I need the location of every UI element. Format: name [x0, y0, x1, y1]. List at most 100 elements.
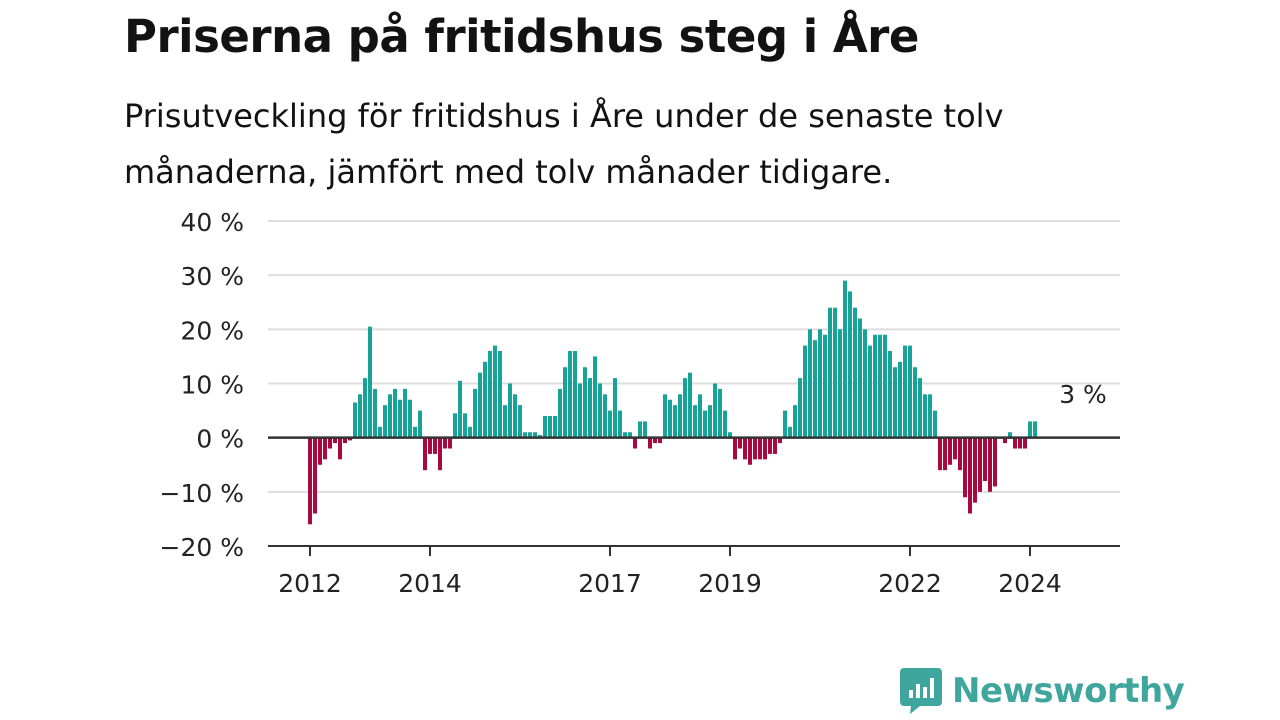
bar: [773, 437, 777, 454]
bar: [878, 334, 882, 438]
chart-subtitle: Prisutveckling för fritidshus i Åre unde…: [124, 97, 1004, 191]
bar: [748, 437, 752, 465]
bar: [688, 372, 692, 438]
bar: [463, 413, 467, 438]
y-tick-label: 10 %: [180, 371, 244, 400]
x-tick-label: 2012: [278, 569, 342, 598]
bar: [473, 388, 477, 438]
bar: [608, 410, 612, 438]
bar: [448, 437, 452, 449]
bar: [978, 437, 982, 492]
bar: [963, 437, 967, 498]
bar: [318, 437, 322, 465]
bar: [478, 372, 482, 438]
bar: [618, 410, 622, 438]
bar: [738, 437, 742, 449]
bar: [588, 378, 592, 438]
brand-name: Newsworthy: [952, 671, 1185, 711]
x-tick-label: 2019: [698, 569, 762, 598]
x-axis-labels: 2012 2014 2017 2019 2022 2024: [278, 546, 1062, 598]
bar: [733, 437, 737, 460]
bar: [973, 437, 977, 503]
bar: [1008, 432, 1012, 438]
bar: [393, 388, 397, 438]
bar: [958, 437, 962, 471]
bar: [548, 416, 552, 438]
bar: [893, 367, 897, 438]
bar: [488, 351, 492, 438]
bar: [313, 437, 317, 514]
x-tick-label: 2024: [998, 569, 1062, 598]
bar: [593, 356, 597, 438]
bar: [1023, 437, 1027, 449]
bar: [808, 329, 812, 438]
bar: [918, 378, 922, 438]
bar: [538, 434, 542, 438]
y-tick-label: 0 %: [196, 425, 244, 454]
bar: [633, 437, 637, 449]
bar: [1028, 421, 1032, 438]
bar: [848, 291, 852, 438]
bar: [983, 437, 987, 481]
bar: [328, 437, 332, 449]
bar: [798, 378, 802, 438]
bar: [308, 437, 312, 525]
bar: [653, 437, 657, 444]
bar: [1018, 437, 1022, 449]
bar: [743, 437, 747, 460]
bar: [368, 326, 372, 438]
bar: [708, 405, 712, 438]
bar: [623, 432, 627, 438]
bar: [953, 437, 957, 460]
bar: [853, 307, 857, 438]
x-tick-label: 2022: [878, 569, 942, 598]
bar: [523, 432, 527, 438]
bar: [843, 280, 847, 438]
bar: [543, 416, 547, 438]
bar: [583, 367, 587, 438]
bar: [718, 388, 722, 438]
bar: [833, 307, 837, 438]
bar: [403, 388, 407, 438]
bar: [783, 410, 787, 438]
bar: [938, 437, 942, 471]
bar: [1013, 437, 1017, 449]
bar: [483, 361, 487, 438]
bar: [883, 334, 887, 438]
bars: [308, 280, 1037, 525]
bar: [598, 383, 602, 438]
bar: [713, 383, 717, 438]
bar: [933, 410, 937, 438]
bar: [363, 378, 367, 438]
bar: [553, 416, 557, 438]
annotations: 3 %: [1059, 380, 1107, 409]
bar: [453, 413, 457, 438]
y-tick-label: 20 %: [180, 316, 244, 345]
bar: [723, 410, 727, 438]
bar: [528, 432, 532, 438]
y-tick-label: −20 %: [160, 533, 244, 562]
bar: [433, 437, 437, 454]
bar: [758, 437, 762, 460]
bar: [663, 394, 667, 438]
bar: [988, 437, 992, 492]
bar: [628, 432, 632, 438]
bar: [358, 394, 362, 438]
grid-lines: [268, 220, 1120, 493]
bar: [603, 394, 607, 438]
bar: [818, 329, 822, 438]
bar: [703, 410, 707, 438]
y-tick-label: −10 %: [160, 479, 244, 508]
bar: [388, 394, 392, 438]
bar: [683, 378, 687, 438]
bar: [353, 402, 357, 438]
y-axis-labels: −20 % −10 % 0 % 10 % 20 % 30 % 40 %: [160, 208, 244, 562]
bar: [578, 383, 582, 438]
bar: [1003, 437, 1007, 444]
bar-chart: −20 %−10 %0 %10 %20 %30 %40 % 2012 2014 20…: [160, 208, 1120, 598]
bar: [428, 437, 432, 454]
bar: [513, 394, 517, 438]
bar: [563, 367, 567, 438]
bar: [638, 421, 642, 438]
y-tick-label: 40 %: [180, 208, 244, 237]
